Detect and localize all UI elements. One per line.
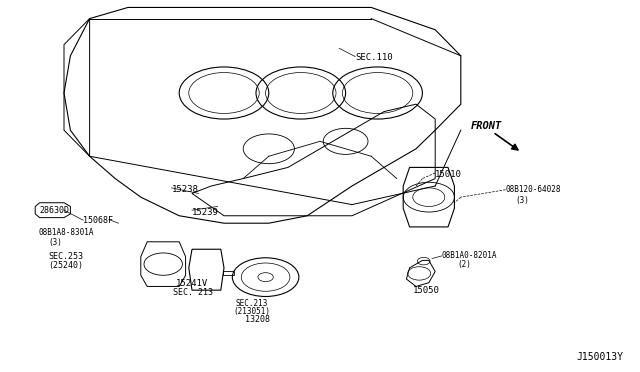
Text: 15239: 15239 — [192, 208, 219, 217]
Text: J150013Y: J150013Y — [576, 352, 623, 362]
Text: (3): (3) — [48, 238, 62, 247]
Text: 15050: 15050 — [413, 286, 440, 295]
Text: 13208: 13208 — [245, 315, 270, 324]
Bar — [223, 271, 234, 275]
Text: 15241V: 15241V — [176, 279, 208, 288]
Text: SEC. 213: SEC. 213 — [173, 288, 212, 296]
Text: (2): (2) — [458, 260, 472, 269]
Text: FRONT: FRONT — [470, 122, 502, 131]
Text: SEC.213: SEC.213 — [236, 299, 268, 308]
Text: 15010: 15010 — [435, 170, 462, 179]
Text: SEC.110: SEC.110 — [355, 53, 393, 62]
Text: 08B1A8-8301A: 08B1A8-8301A — [38, 228, 94, 237]
Text: SEC.253: SEC.253 — [48, 252, 83, 261]
Text: 15068F: 15068F — [83, 216, 113, 225]
Text: 08B1A0-8201A: 08B1A0-8201A — [442, 251, 497, 260]
Text: (213051): (213051) — [234, 307, 271, 316]
Text: 28630D: 28630D — [40, 206, 70, 215]
Text: 15238: 15238 — [172, 185, 198, 194]
Text: (25240): (25240) — [48, 262, 83, 270]
Text: (3): (3) — [515, 196, 529, 205]
Text: 08B120-64028: 08B120-64028 — [506, 185, 561, 194]
